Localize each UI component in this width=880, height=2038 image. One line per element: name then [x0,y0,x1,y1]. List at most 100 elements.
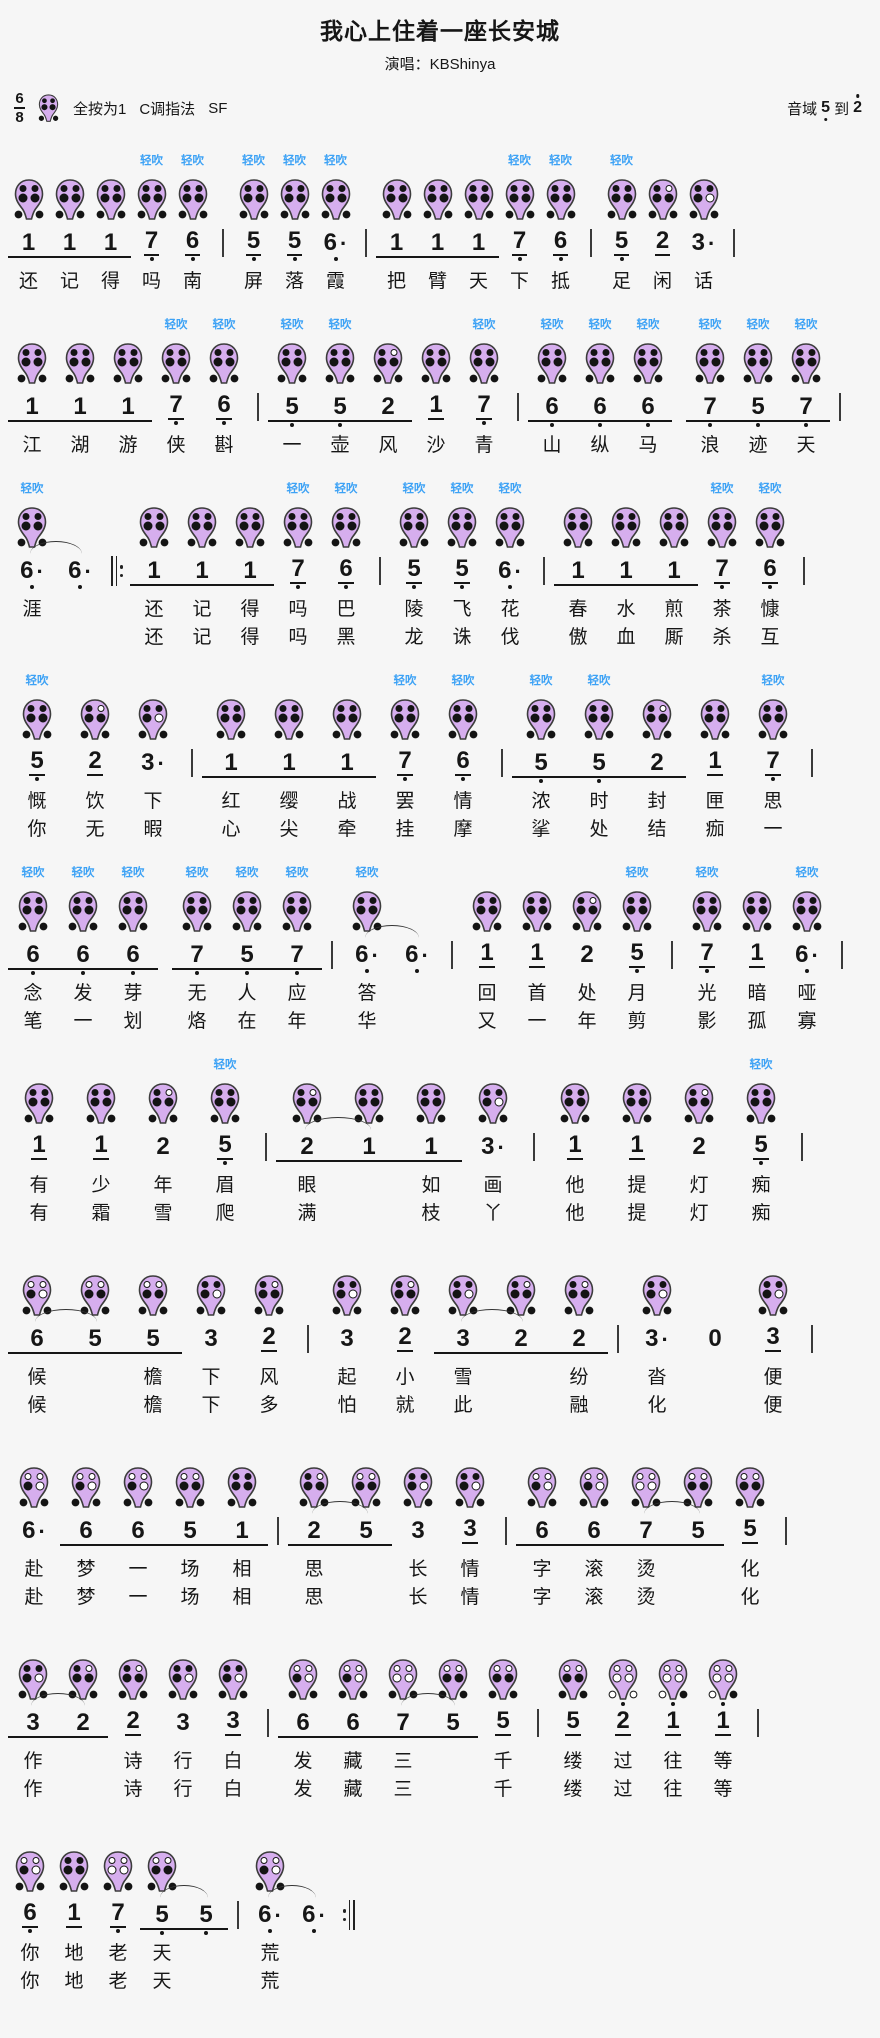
hole-bl [239,521,249,531]
tie-arc [460,1309,524,1322]
qingchui-label: 轻吹 [761,675,785,687]
note-digit-row: 6 [746,555,794,584]
hole-br [299,521,309,531]
hole-b1 [178,210,186,219]
barline-mark [590,229,592,257]
hole-br [304,1673,314,1683]
hole-tl [469,185,476,192]
ocarina-icon [338,1659,368,1700]
hole-tr [155,705,163,712]
ocarina-icon [546,179,575,220]
ocarina-icon [232,891,262,932]
note-digit-row: 1 [70,1131,132,1160]
hole-tl [551,185,558,192]
hole-tl [697,897,705,904]
hole-bl [451,521,461,531]
range-high-note: 2 [853,94,862,117]
hole-bl [292,1673,302,1683]
lyric-char [340,1555,392,1583]
lyric-char: 霜 [91,1203,111,1224]
ocarina-diagram [104,335,152,385]
repeat-dots [342,1900,347,1930]
hole-br [485,357,495,367]
hole-tr [299,897,307,904]
hole-tr [252,513,260,520]
note: 6 [576,385,624,431]
qingchui-label: 轻吹 [21,867,45,879]
lyric-char: 诗 [123,1779,143,1800]
hole-br [212,1289,222,1299]
note-digit-row: 2 [132,1131,194,1160]
note-digit-row: 7 [378,1707,428,1738]
tie-arc [268,1885,316,1898]
note-digit-row: 6 · [486,555,534,584]
hole-tl [404,513,412,520]
hole-br [33,357,43,367]
ocarina-diagram [624,335,672,385]
note-digit-row: 6 · [782,939,832,968]
qingchui-label [184,1826,228,1843]
note: 7 [698,549,746,595]
note-digit: 3 [456,1325,470,1352]
hole-b1 [472,922,481,931]
lyric-char [292,1939,336,1967]
note-digit: 1 [243,557,257,584]
note: 6 [8,1893,52,1939]
system-row: 轻吹 6 念笔轻吹 6 发一轻吹 6 芽划轻吹 7 无烙轻吹 5 人在轻吹 7 应年轻吹 6… [8,866,872,1035]
ocarina-diagram [70,1075,132,1125]
note: 5 [66,1317,124,1363]
hole-b2 [158,210,166,219]
note-digit: 6 [346,1709,360,1736]
note-digit: 2 [125,1707,141,1736]
qingchui-label [417,154,458,171]
lyric-char: 白 [223,1751,243,1772]
hole-bl [22,1673,32,1683]
hole-b2 [35,210,43,219]
hole-b1 [579,1498,588,1507]
ocarina-icon [692,891,722,932]
ocarina-icon [196,1275,226,1316]
ocarina-icon [80,1275,110,1316]
ocarina-diagram [698,499,746,549]
hole-b1 [19,1498,28,1507]
note-digit-row: 1 [462,939,512,968]
hole-b1 [658,1690,667,1699]
lyric-char: 念 [23,983,43,1004]
lyric-char: 影 [697,1011,717,1032]
hole-tr [271,1281,279,1288]
hole-tl [563,1665,571,1672]
note-digit: 1 [224,749,238,776]
ocarina-icon [19,1467,49,1508]
note-digit-row: 5 [124,1323,182,1354]
hole-tl [336,513,344,520]
qingchui-label: 轻吹 [20,483,44,495]
ocarina-icon [700,699,730,740]
hole-br [84,905,94,915]
barline-mark [501,749,503,777]
note-digit: 1 [529,939,545,968]
hole-b2 [403,210,411,219]
octave-dot-below [598,422,602,428]
barline [492,674,512,777]
qingchui-label: 轻吹 [71,867,95,879]
note: 3 [182,1317,240,1363]
note-column: 3 · 下暇 [124,674,182,843]
hole-tr [204,513,212,520]
ocarina-diagram [668,1075,730,1125]
hole-tl [590,349,598,356]
hole-br [406,1289,416,1299]
note-digit: 1 [430,229,445,256]
hole-br [337,193,346,203]
note-digit-row: 3 [8,1707,58,1738]
ocarina-diagram [686,335,734,385]
note: 7 [96,1893,140,1939]
hole-tr [505,1665,513,1672]
lyric-char: 划 [123,1011,143,1032]
hole-bl [550,193,559,203]
hole-tl [763,1281,771,1288]
note-digit: 1 [103,229,118,256]
